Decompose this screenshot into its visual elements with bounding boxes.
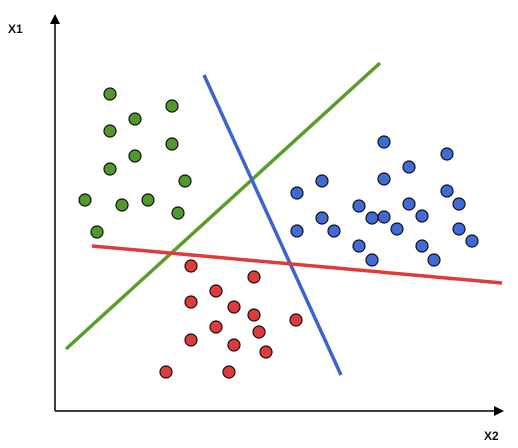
y-axis-label: X1 [8,22,23,36]
green-point [178,174,192,188]
blue-point [290,186,304,200]
red-point [209,320,223,334]
points [78,87,479,379]
blue-point [415,239,429,253]
blue-point [365,211,379,225]
blue-point [427,253,441,267]
blue-point [352,199,366,213]
green-point [78,193,92,207]
red-point [259,345,273,359]
red-point [289,313,303,327]
red-point [247,308,261,322]
red-point [247,270,261,284]
green-point [171,206,185,220]
blue-point [365,253,379,267]
green-point [115,198,129,212]
blue-point [377,210,391,224]
red-separator [91,244,503,285]
green-point [128,149,142,163]
green-point [165,99,179,113]
green-point [165,137,179,151]
blue-point [352,239,366,253]
green-point [103,124,117,138]
red-point [159,365,173,379]
red-point [252,325,266,339]
red-point [184,295,198,309]
red-point [209,284,223,298]
red-point [184,259,198,273]
red-point [184,333,198,347]
red-point [227,338,241,352]
blue-point [440,147,454,161]
green-point [128,112,142,126]
blue-point [327,224,341,238]
blue-point [315,211,329,225]
blue-point [377,135,391,149]
blue-point [440,184,454,198]
green-point [141,193,155,207]
blue-point [452,197,466,211]
red-point [222,365,236,379]
blue-point [290,224,304,238]
x-axis-label: X2 [484,429,499,443]
blue-point [465,234,479,248]
blue-point [402,197,416,211]
blue-point [390,222,404,236]
green-point [90,225,104,239]
blue-point [402,160,416,174]
green-point [103,87,117,101]
blue-point [452,222,466,236]
blue-separator [202,74,343,376]
red-point [227,300,241,314]
blue-point [377,172,391,186]
blue-point [315,174,329,188]
green-separator [64,61,382,351]
green-point [103,162,117,176]
blue-point [415,209,429,223]
